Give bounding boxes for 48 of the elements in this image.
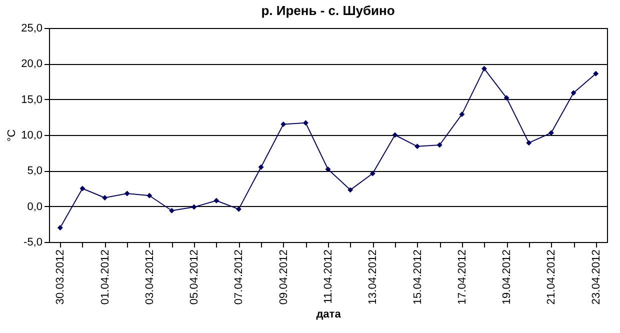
x-tick-label: 03.04.2012 (144, 250, 156, 305)
x-tick-label: 30.03.2012 (54, 250, 67, 305)
y-tick-label: 10,0 (21, 130, 42, 142)
point (459, 112, 465, 118)
point (504, 95, 510, 101)
point (370, 170, 376, 176)
x-tick-label: 23.04.2012 (590, 250, 602, 305)
point (146, 192, 152, 198)
point (392, 132, 398, 138)
point (570, 90, 576, 96)
x-tick-label: 01.04.2012 (99, 250, 112, 305)
x-tick-label: 05.04.2012 (188, 250, 201, 305)
point (80, 186, 86, 192)
point (325, 166, 331, 172)
x-tick-label: 19.04.2012 (501, 250, 514, 305)
point (280, 122, 286, 128)
point (169, 208, 174, 214)
point (436, 142, 442, 148)
point (526, 140, 532, 146)
point (548, 130, 554, 136)
point (302, 120, 308, 126)
x-tick-label: 21.04.2012 (546, 250, 558, 305)
x-tick-label: 15.04.2012 (412, 250, 424, 305)
x-tick-label: 11.04.2012 (322, 250, 334, 304)
x-tick-label: 07.04.2012 (233, 250, 246, 305)
point (191, 204, 197, 210)
x-tick-label: 17.04.2012 (456, 250, 468, 305)
point (214, 198, 220, 204)
point (236, 206, 242, 212)
x-tick-label: 09.04.2012 (278, 250, 290, 305)
point (414, 144, 420, 150)
y-tick-label: 20,0 (21, 58, 42, 70)
y-tick-label: -5,0 (24, 236, 42, 248)
x-tick-label: 13.04.2012 (367, 250, 380, 305)
y-tick-label: 25,0 (21, 22, 42, 34)
y-axis-title: °C (6, 129, 18, 142)
point (124, 190, 130, 196)
point (348, 187, 354, 193)
x-axis-title: дата (316, 308, 342, 321)
point (258, 164, 264, 170)
y-tick-label: 5,0 (27, 165, 42, 178)
point (482, 66, 487, 72)
y-tick-label: 15,0 (21, 94, 42, 106)
point (102, 195, 108, 201)
point (593, 70, 599, 76)
point (57, 224, 63, 230)
chart-title: р. Ирень - с. Шубино (261, 3, 395, 18)
y-tick-label: 0,0 (27, 200, 42, 213)
